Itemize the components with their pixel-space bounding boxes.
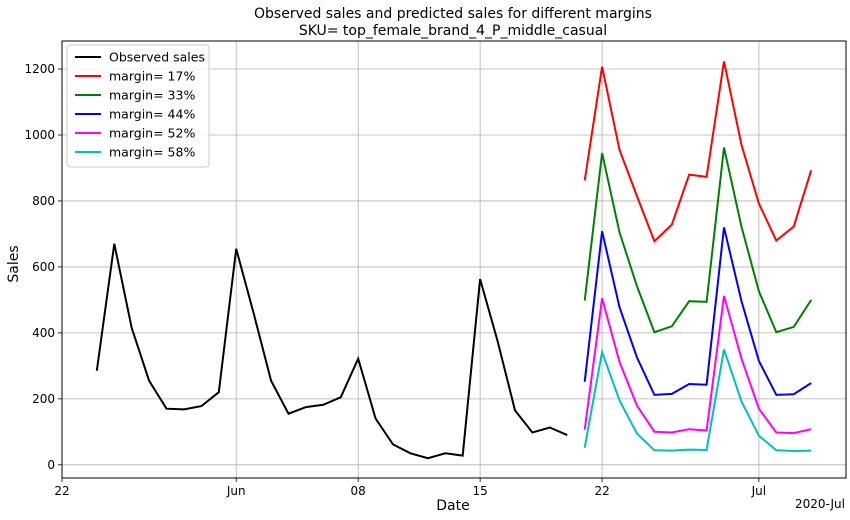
series-line-4	[583, 295, 812, 435]
y-tick-label: 600	[32, 260, 55, 274]
x-tick-label: 22	[594, 484, 609, 498]
y-tick-label: 400	[32, 326, 55, 340]
legend-label: margin= 58%	[109, 145, 195, 160]
ticks: 0 200 400 600 800 1000 1200 22 Jun 08 15 22 Jul	[24, 62, 766, 498]
legend-label: margin= 17%	[109, 69, 195, 84]
x-tick-label: 08	[351, 484, 366, 498]
series-line-5	[583, 348, 812, 453]
legend: Observed sales margin= 17% margin= 33% marg…	[66, 44, 210, 168]
x-tick-label: Jun	[226, 484, 246, 498]
y-tick-label: 200	[32, 392, 55, 406]
chart-subtitle: SKU= top_female_brand_4_P_middle_casual	[299, 23, 607, 39]
x-axis-label: Date	[436, 498, 469, 514]
plot-frame	[61, 40, 847, 479]
legend-label: margin= 52%	[109, 126, 195, 141]
legend-box	[66, 44, 210, 168]
series-line-2	[583, 147, 813, 334]
series-line-0	[95, 243, 568, 460]
legend-label: margin= 33%	[109, 88, 195, 103]
legend-label: margin= 44%	[109, 107, 195, 122]
series-line-3	[583, 227, 812, 396]
y-axis-label: Sales	[6, 245, 22, 282]
x-tick-label: 15	[472, 484, 487, 498]
y-tick-label: 0	[47, 458, 55, 472]
y-tick-label: 1000	[24, 128, 55, 142]
x-tick-label: 22	[54, 484, 69, 498]
x-tick-label: Jul	[751, 484, 766, 498]
legend-label: Observed sales	[109, 50, 205, 65]
x-axis-offset-label: 2020-Jul	[795, 497, 845, 511]
series-layer	[95, 61, 813, 460]
series-line-1	[583, 61, 813, 243]
y-tick-label: 1200	[24, 62, 55, 76]
y-tick-label: 800	[32, 194, 55, 208]
chart-title: Observed sales and predicted sales for d…	[254, 6, 652, 22]
